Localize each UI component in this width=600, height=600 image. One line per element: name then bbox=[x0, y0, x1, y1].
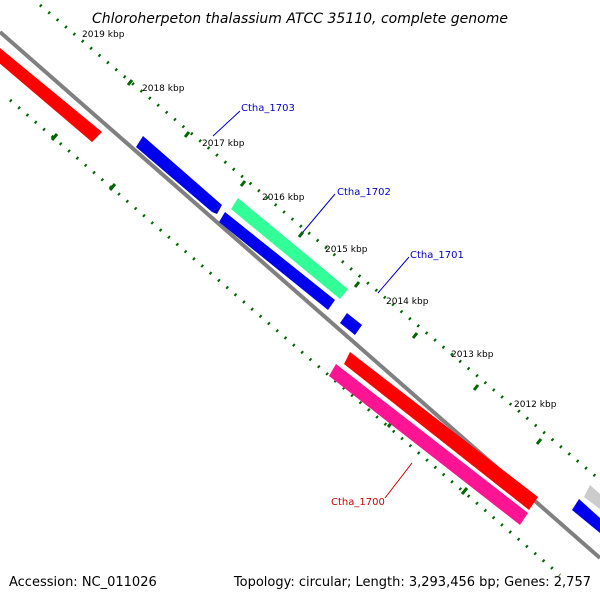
major-tick bbox=[183, 131, 191, 138]
gene-ctha-1703-arrow[interactable] bbox=[212, 205, 222, 214]
gene-red-lower[interactable] bbox=[344, 352, 538, 510]
tick-label: 2017 kbp bbox=[202, 139, 245, 149]
gene-features bbox=[0, 48, 600, 533]
tick-label: 2013 kbp bbox=[451, 350, 494, 360]
gene-grey-right[interactable] bbox=[584, 485, 600, 509]
gene-labels: Ctha_1703 Ctha_1702 Ctha_1701 Ctha_1700 bbox=[241, 103, 464, 508]
leader-ctha-1701 bbox=[377, 256, 410, 294]
gene-ctha-1700[interactable] bbox=[329, 364, 528, 525]
tick-label: 2012 kbp bbox=[514, 400, 557, 410]
gene-blue-long[interactable] bbox=[219, 212, 335, 310]
leader-ctha-1702 bbox=[302, 193, 336, 233]
label-leaders bbox=[212, 110, 413, 499]
gene-ctha-1702[interactable] bbox=[231, 198, 348, 299]
gene-label-ctha-1703: Ctha_1703 bbox=[241, 103, 295, 114]
gene-ctha-1701[interactable] bbox=[340, 313, 362, 335]
major-tick bbox=[50, 133, 59, 141]
map-title: Chloroherpeton thalassium ATCC 35110, co… bbox=[92, 11, 508, 27]
tick-labels: 2019 kbp 2018 kbp 2017 kbp 2016 kbp 2015… bbox=[82, 30, 557, 410]
gene-red-upper[interactable] bbox=[0, 48, 102, 142]
gene-label-ctha-1702: Ctha_1702 bbox=[337, 187, 391, 198]
major-tick bbox=[472, 384, 480, 391]
major-tick bbox=[126, 79, 134, 86]
tick-label: 2016 kbp bbox=[262, 193, 305, 203]
major-ticks-inner bbox=[50, 133, 469, 495]
tick-label: 2018 kbp bbox=[142, 84, 185, 94]
tick-label: 2015 kbp bbox=[325, 245, 368, 255]
major-tick bbox=[297, 231, 305, 238]
tick-track-inner bbox=[9, 98, 561, 577]
major-tick bbox=[460, 487, 469, 495]
genome-summary-text: Topology: circular; Length: 3,293,456 bp… bbox=[233, 575, 591, 590]
gene-blue-right[interactable] bbox=[572, 499, 600, 533]
tick-label: 2014 kbp bbox=[386, 297, 429, 307]
major-tick bbox=[108, 183, 117, 191]
gene-label-ctha-1700: Ctha_1700 bbox=[331, 497, 385, 508]
gene-label-ctha-1701: Ctha_1701 bbox=[410, 250, 464, 261]
leader-ctha-1703 bbox=[212, 110, 241, 137]
gene-ctha-1703[interactable] bbox=[136, 136, 222, 212]
accession-text: Accession: NC_011026 bbox=[9, 575, 157, 590]
leader-ctha-1700 bbox=[384, 462, 413, 499]
major-tick bbox=[411, 332, 419, 339]
major-tick bbox=[239, 180, 247, 187]
major-tick bbox=[535, 438, 543, 445]
tick-track-outer bbox=[39, 3, 600, 482]
major-ticks-outer bbox=[126, 79, 543, 445]
tick-label: 2019 kbp bbox=[82, 30, 125, 40]
major-tick bbox=[353, 281, 361, 288]
